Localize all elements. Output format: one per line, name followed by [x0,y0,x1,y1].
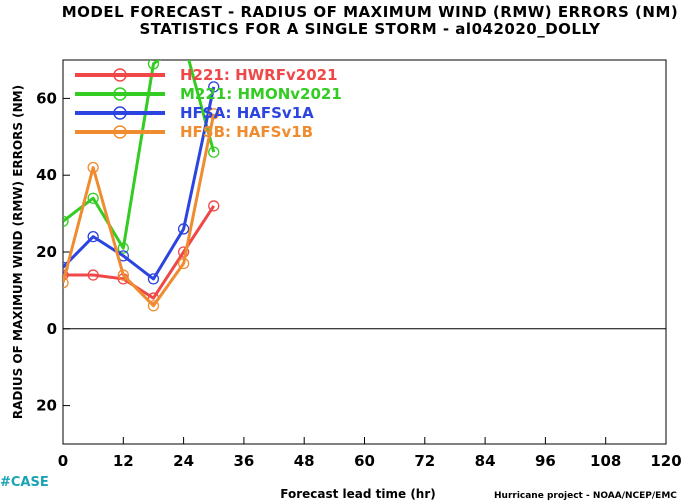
data-point [117,269,129,281]
series-line [63,113,216,308]
x-axis-label: Forecast lead time (hr) [280,487,436,501]
series-m221 [63,60,220,254]
x-tick-label: 24 [173,452,194,470]
x-tick-label: 0 [58,452,68,470]
legend-marker [113,125,127,139]
data-point [87,269,99,281]
y-axis-ticks: 20 0 20 40 60 [36,89,70,415]
data-point [147,273,160,285]
credit-label: Hurricane project - NOAA/NCEP/EMC [494,491,677,501]
legend-marker [113,106,127,120]
x-tick-label: 60 [354,452,375,470]
series-line [63,60,216,250]
x-tick-label: 36 [233,452,254,470]
chart-title-line-1: MODEL FORECAST - RADIUS OF MAXIMUM WIND … [62,3,679,21]
x-tick-label: 120 [650,452,681,470]
data-point [87,230,99,243]
y-axis-label: RADIUS OF MAXIMUM WIND (RMW) ERRORS (NM) [11,85,25,419]
y-tick-label: 0 [47,320,57,338]
series-layer [63,60,220,312]
x-tick-label: 72 [414,452,435,470]
legend-label: HFSB: HAFSv1B [180,123,313,141]
data-point [177,223,190,235]
legend-label: HFSA: HAFSv1A [180,104,314,122]
chart-title-line-2: STATISTICS FOR A SINGLE STORM - al042020… [139,20,601,38]
data-point [208,146,220,158]
data-point [177,257,190,270]
x-tick-label: 48 [294,452,315,470]
x-tick-label: 84 [475,452,496,470]
legend-label: M221: HMONv2021 [180,85,342,103]
data-point [147,60,160,70]
data-point [208,108,220,120]
plot-frame [62,59,667,445]
y-tick-label: 40 [36,166,57,184]
data-point [208,81,220,93]
data-point [63,269,69,281]
data-point [208,200,220,212]
x-tick-label: 96 [535,452,556,470]
legend-marker [113,68,127,82]
x-tick-label: 12 [113,452,134,470]
case-label: #CASE [0,475,49,490]
y-tick-label: 20 [36,243,57,261]
legend-label: H221: HWRFv2021 [180,66,338,84]
data-point [87,192,99,204]
x-axis-ticks: 0 12 24 36 48 60 72 84 96 108 120 [58,437,682,470]
data-point [117,242,129,254]
series-line [63,86,216,281]
legend-marker [113,87,127,101]
series-hfsb [63,108,220,312]
y-tick-label: 60 [36,89,57,107]
x-tick-label: 108 [590,452,621,470]
y-tick-label: 20 [36,397,57,415]
data-point [147,300,160,312]
data-point [63,215,69,227]
data-point [87,161,99,174]
data-point [63,277,69,289]
